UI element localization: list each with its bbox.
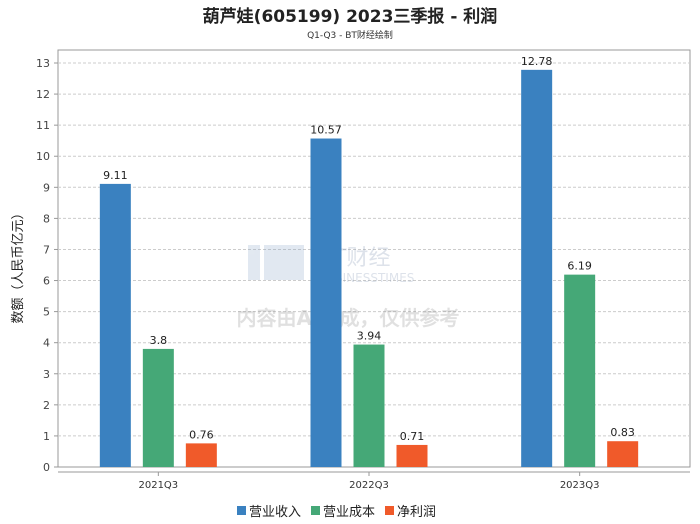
- legend-label: 营业收入: [249, 505, 301, 520]
- watermark: BT财经 BUSINESSTIMES 内容由AI生成，仅供参考: [237, 245, 460, 330]
- watermark-logo-mark: [248, 245, 260, 280]
- data-label: 3.94: [357, 330, 382, 343]
- watermark-notice: 内容由AI生成，仅供参考: [237, 306, 460, 330]
- x-tick-label: 2022Q3: [349, 480, 389, 491]
- y-tick-label: 13: [36, 57, 50, 70]
- chart-title: 葫芦娃(605199) 2023三季报 - 利润: [203, 6, 498, 27]
- data-label: 0.83: [610, 426, 635, 439]
- legend-swatch: [385, 506, 394, 515]
- watermark-logo-mark: [264, 245, 304, 280]
- data-label: 6.19: [567, 260, 592, 273]
- bar: [396, 444, 428, 467]
- bar: [185, 443, 217, 467]
- y-tick-label: 9: [43, 181, 50, 194]
- legend-swatch: [311, 506, 320, 515]
- data-label: 10.57: [310, 124, 342, 137]
- y-tick-label: 5: [43, 306, 50, 319]
- x-tick-label: 2023Q3: [560, 480, 600, 491]
- bar: [310, 138, 342, 468]
- data-label: 0.71: [400, 430, 425, 443]
- y-tick-label: 12: [36, 88, 50, 101]
- y-tick-label: 7: [43, 243, 50, 256]
- y-tick-label: 0: [43, 461, 50, 474]
- data-label: 9.11: [103, 169, 128, 182]
- y-tick-label: 1: [43, 430, 50, 443]
- x-tick-label: 2021Q3: [138, 480, 178, 491]
- legend-swatch: [237, 506, 246, 515]
- bar: [607, 441, 639, 467]
- y-tick-label: 3: [43, 368, 50, 381]
- y-tick-label: 2: [43, 399, 50, 412]
- y-tick-label: 6: [43, 275, 50, 288]
- bar: [521, 69, 553, 468]
- chart-subtitle: Q1-Q3 - BT财经绘制: [307, 29, 393, 41]
- data-label: 0.76: [189, 428, 214, 441]
- legend-label: 净利润: [397, 505, 436, 520]
- bar: [353, 344, 385, 467]
- bar: [99, 183, 131, 468]
- bar: [142, 348, 174, 467]
- bar: [564, 274, 596, 467]
- y-tick-label: 8: [43, 212, 50, 225]
- data-label: 12.78: [521, 55, 553, 68]
- data-label: 3.8: [150, 334, 168, 347]
- watermark-brand-sub: BUSINESSTIMES: [318, 271, 414, 285]
- y-tick-label: 11: [36, 119, 50, 132]
- y-tick-label: 4: [43, 337, 50, 350]
- y-tick-label: 10: [36, 150, 50, 163]
- y-axis-label: 数额（人民币亿元）: [11, 206, 26, 323]
- legend-label: 营业成本: [323, 505, 375, 520]
